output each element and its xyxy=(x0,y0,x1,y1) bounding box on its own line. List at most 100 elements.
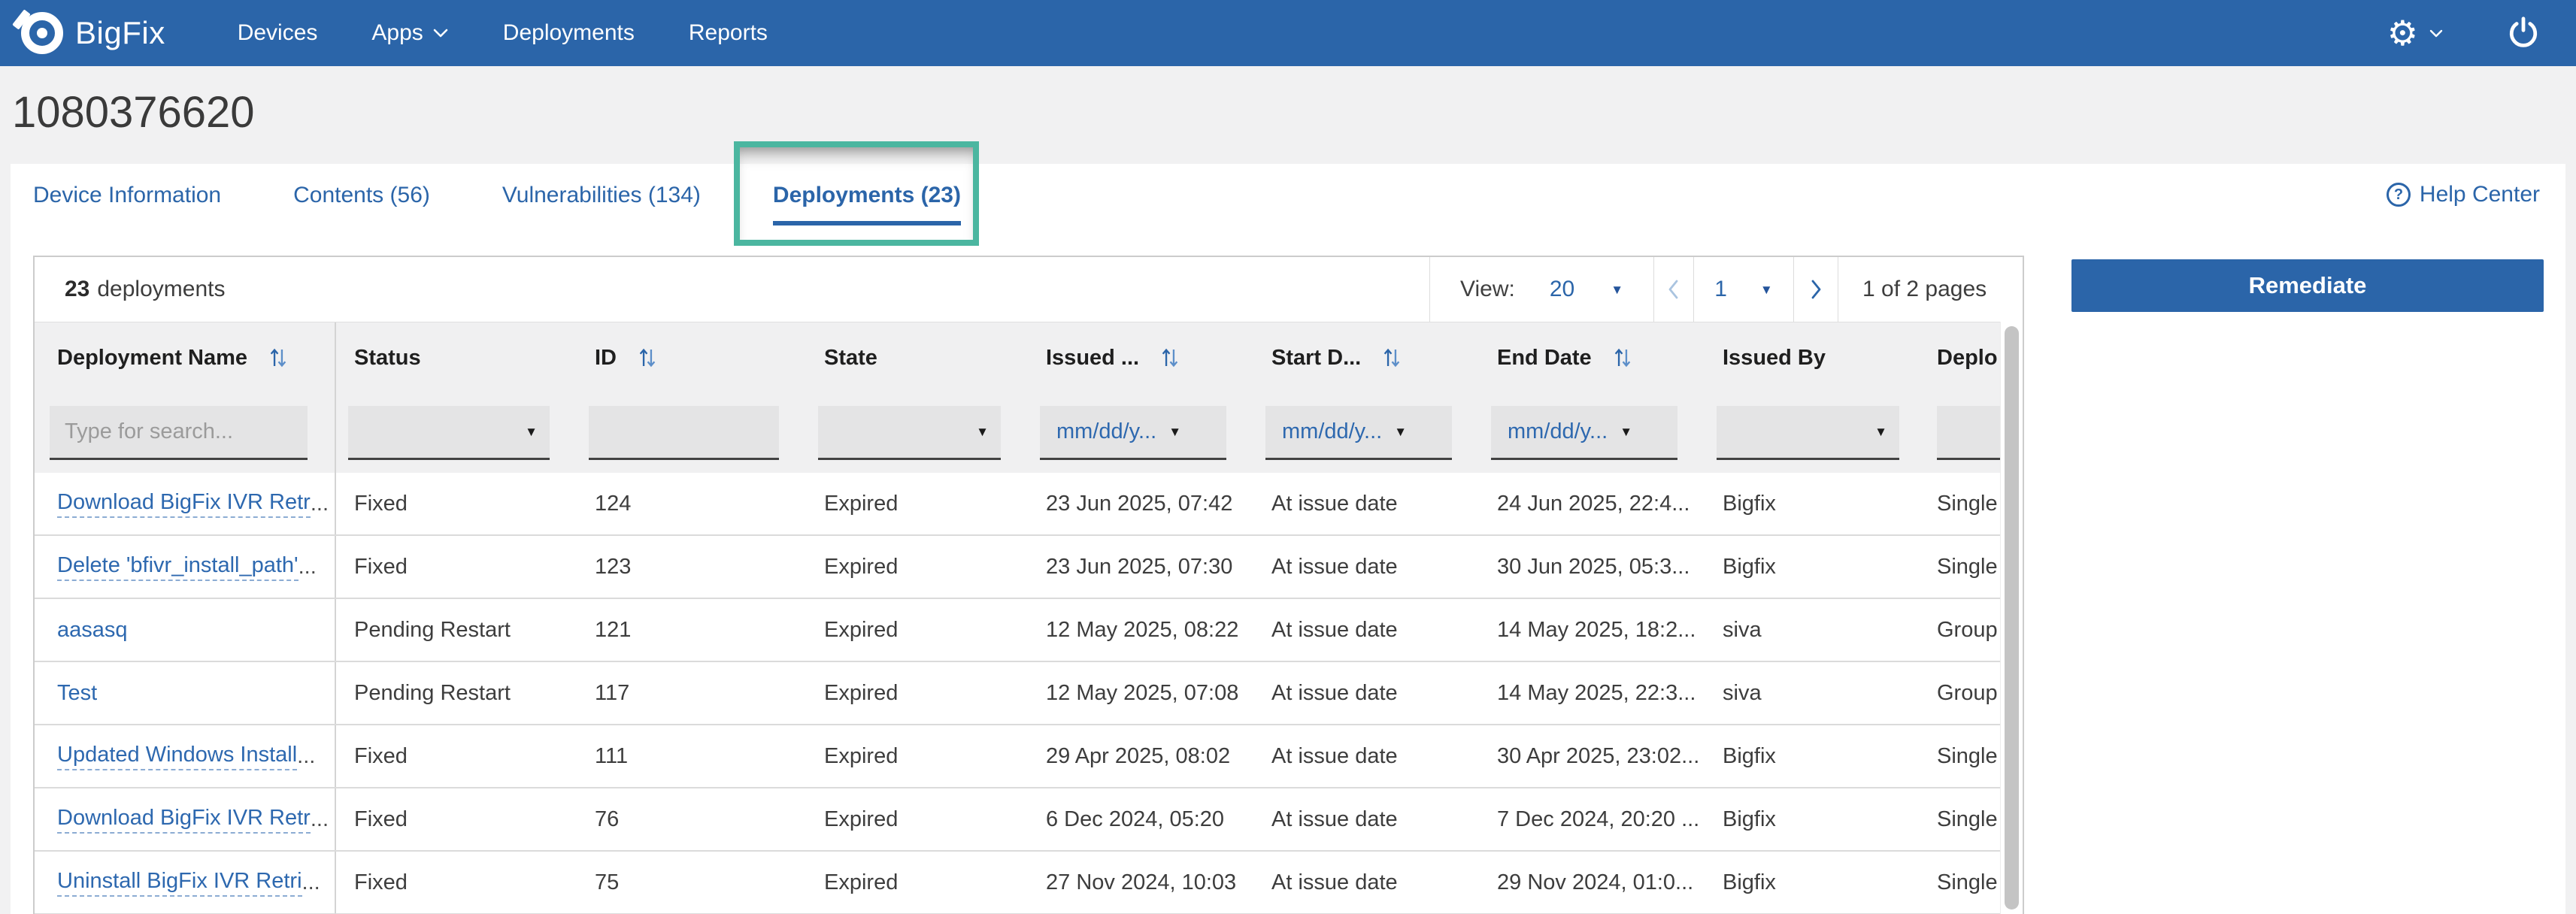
end-date-cell: 30 Jun 2025, 05:3... xyxy=(1479,536,1705,598)
deployment-name-cell: aasasq xyxy=(35,599,336,661)
end-date-cell: 7 Dec 2024, 20:20 ... xyxy=(1479,788,1705,850)
issued-date-cell: 23 Jun 2025, 07:30 xyxy=(1028,536,1253,598)
nav-item-reports[interactable]: Reports xyxy=(689,20,768,46)
truncation-ellipsis: ... xyxy=(311,492,329,516)
vertical-scrollbar[interactable] xyxy=(2000,322,2023,914)
dropdown-arrow-icon: ▼ xyxy=(1168,425,1181,438)
issued-by-cell: siva xyxy=(1705,599,1926,661)
issued-date-filter[interactable]: mm/dd/y... ▼ xyxy=(1040,406,1226,460)
deployment-name-link[interactable]: Updated Windows Install xyxy=(57,743,297,770)
column-header-start-date[interactable]: Start D... xyxy=(1253,322,1479,393)
status-cell: Pending Restart xyxy=(336,662,577,724)
date-placeholder: mm/dd/y... xyxy=(1056,419,1156,444)
view-label: View: xyxy=(1460,277,1515,302)
deployment-name-cell: Delete 'bfivr_install_path' ... xyxy=(35,536,336,598)
bigfix-logo[interactable]: BigFix xyxy=(21,12,165,54)
state-filter-select[interactable]: ▼ xyxy=(818,406,1001,460)
deployment-name-link[interactable]: Test xyxy=(57,681,97,706)
status-cell: Fixed xyxy=(336,536,577,598)
end-date-filter[interactable]: mm/dd/y... ▼ xyxy=(1491,406,1677,460)
column-label: Issued By xyxy=(1723,346,1826,371)
deployment-name-link[interactable]: Download BigFix IVR Retr xyxy=(57,490,311,518)
issued-date-cell: 27 Nov 2024, 10:03 xyxy=(1028,852,1253,913)
column-header-issued-date[interactable]: Issued ... xyxy=(1028,322,1253,393)
tab-device-information[interactable]: Device Information xyxy=(33,165,221,225)
nav-right: ⚙ xyxy=(2387,15,2576,51)
id-filter-input[interactable] xyxy=(589,406,779,460)
deployments-count: 23 deployments xyxy=(35,257,225,322)
status-cell: Fixed xyxy=(336,725,577,787)
id-cell: 121 xyxy=(577,599,806,661)
deployment-name-link[interactable]: Delete 'bfivr_install_path' xyxy=(57,553,299,581)
page-selector[interactable]: 1 ▼ xyxy=(1693,257,1793,322)
end-date-cell: 14 May 2025, 22:3... xyxy=(1479,662,1705,724)
top-nav: BigFix Devices Apps Deployments Reports … xyxy=(0,0,2576,66)
dropdown-arrow-icon: ▼ xyxy=(1874,425,1887,438)
issued-by-filter-select[interactable]: ▼ xyxy=(1717,406,1899,460)
chevron-left-icon xyxy=(1664,277,1683,301)
scrollbar-thumb[interactable] xyxy=(2005,326,2019,909)
page-title: 1080376620 xyxy=(12,87,255,138)
deployment-name-cell: Uninstall BigFix IVR Retri... xyxy=(35,852,336,913)
next-page-button[interactable] xyxy=(1793,257,1838,322)
status-cell: Fixed xyxy=(336,473,577,534)
deployment-name-cell: Updated Windows Install... xyxy=(35,725,336,787)
issued-by-cell: siva xyxy=(1705,662,1926,724)
issued-date-cell: 6 Dec 2024, 05:20 xyxy=(1028,788,1253,850)
deployment-name-link[interactable]: Uninstall BigFix IVR Retri xyxy=(57,869,302,897)
status-filter-select[interactable]: ▼ xyxy=(348,406,550,460)
state-cell: Expired xyxy=(806,788,1028,850)
start-date-filter[interactable]: mm/dd/y... ▼ xyxy=(1265,406,1452,460)
issued-date-cell: 29 Apr 2025, 08:02 xyxy=(1028,725,1253,787)
nav-item-apps-label: Apps xyxy=(371,20,423,46)
sort-icon[interactable] xyxy=(268,345,288,371)
start-date-cell: At issue date xyxy=(1253,599,1479,661)
logout-button[interactable] xyxy=(2507,15,2540,51)
nav-item-apps[interactable]: Apps xyxy=(371,20,448,46)
column-header-status: Status xyxy=(336,322,577,393)
help-center-link[interactable]: ? Help Center xyxy=(2387,182,2540,207)
sort-icon[interactable] xyxy=(638,345,657,371)
column-header-end-date[interactable]: End Date xyxy=(1479,322,1705,393)
filter-row: ▼ ▼ mm/dd/y... ▼ mm/dd/y... ▼ xyxy=(35,393,2023,473)
prev-page-button[interactable] xyxy=(1653,257,1693,322)
id-cell: 123 xyxy=(577,536,806,598)
sort-icon[interactable] xyxy=(1160,345,1180,371)
table-row: Download BigFix IVR Retr... Fixed 124 Ex… xyxy=(35,473,2023,536)
tab-contents[interactable]: Contents (56) xyxy=(293,165,430,225)
deployment-name-link[interactable]: Download BigFix IVR Retr xyxy=(57,806,311,834)
truncation-ellipsis: ... xyxy=(299,555,317,580)
issued-by-cell: Bigfix xyxy=(1705,852,1926,913)
sort-icon[interactable] xyxy=(1382,345,1402,371)
column-label: End Date xyxy=(1497,346,1592,371)
column-header-id[interactable]: ID xyxy=(577,322,806,393)
tab-vulnerabilities[interactable]: Vulnerabilities (134) xyxy=(502,165,701,225)
nav-item-devices[interactable]: Devices xyxy=(238,20,318,46)
filter-cell xyxy=(577,393,806,473)
column-label: Deployment Name xyxy=(57,346,247,371)
table-toolbar: 23 deployments View: 20 ▼ 1 ▼ xyxy=(35,257,2023,322)
end-date-cell: 14 May 2025, 18:2... xyxy=(1479,599,1705,661)
id-cell: 124 xyxy=(577,473,806,534)
remediate-button[interactable]: Remediate xyxy=(2071,259,2544,312)
issued-date-cell: 12 May 2025, 07:08 xyxy=(1028,662,1253,724)
column-label: Start D... xyxy=(1271,346,1361,371)
state-cell: Expired xyxy=(806,725,1028,787)
deployment-name-filter-input[interactable] xyxy=(50,406,308,460)
settings-menu-button[interactable]: ⚙ xyxy=(2387,16,2444,50)
dropdown-arrow-icon: ▼ xyxy=(976,425,989,438)
start-date-cell: At issue date xyxy=(1253,536,1479,598)
status-cell: Fixed xyxy=(336,788,577,850)
column-label: State xyxy=(824,346,877,371)
tab-deployments[interactable]: Deployments (23) xyxy=(773,165,961,225)
column-header-deployment-name[interactable]: Deployment Name xyxy=(35,322,336,393)
nav-item-deployments[interactable]: Deployments xyxy=(503,20,635,46)
column-label: Status xyxy=(354,346,421,371)
end-date-cell: 30 Apr 2025, 23:02... xyxy=(1479,725,1705,787)
truncation-ellipsis: ... xyxy=(302,870,320,895)
sort-icon[interactable] xyxy=(1613,345,1632,371)
issued-by-cell: Bigfix xyxy=(1705,725,1926,787)
dropdown-arrow-icon: ▼ xyxy=(1760,283,1773,296)
deployment-name-link[interactable]: aasasq xyxy=(57,618,128,643)
view-selector[interactable]: View: 20 ▼ xyxy=(1429,257,1653,322)
